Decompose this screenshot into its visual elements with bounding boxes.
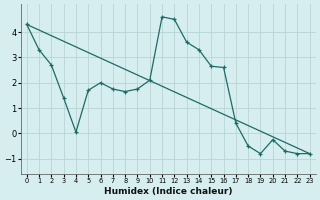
X-axis label: Humidex (Indice chaleur): Humidex (Indice chaleur)	[104, 187, 232, 196]
